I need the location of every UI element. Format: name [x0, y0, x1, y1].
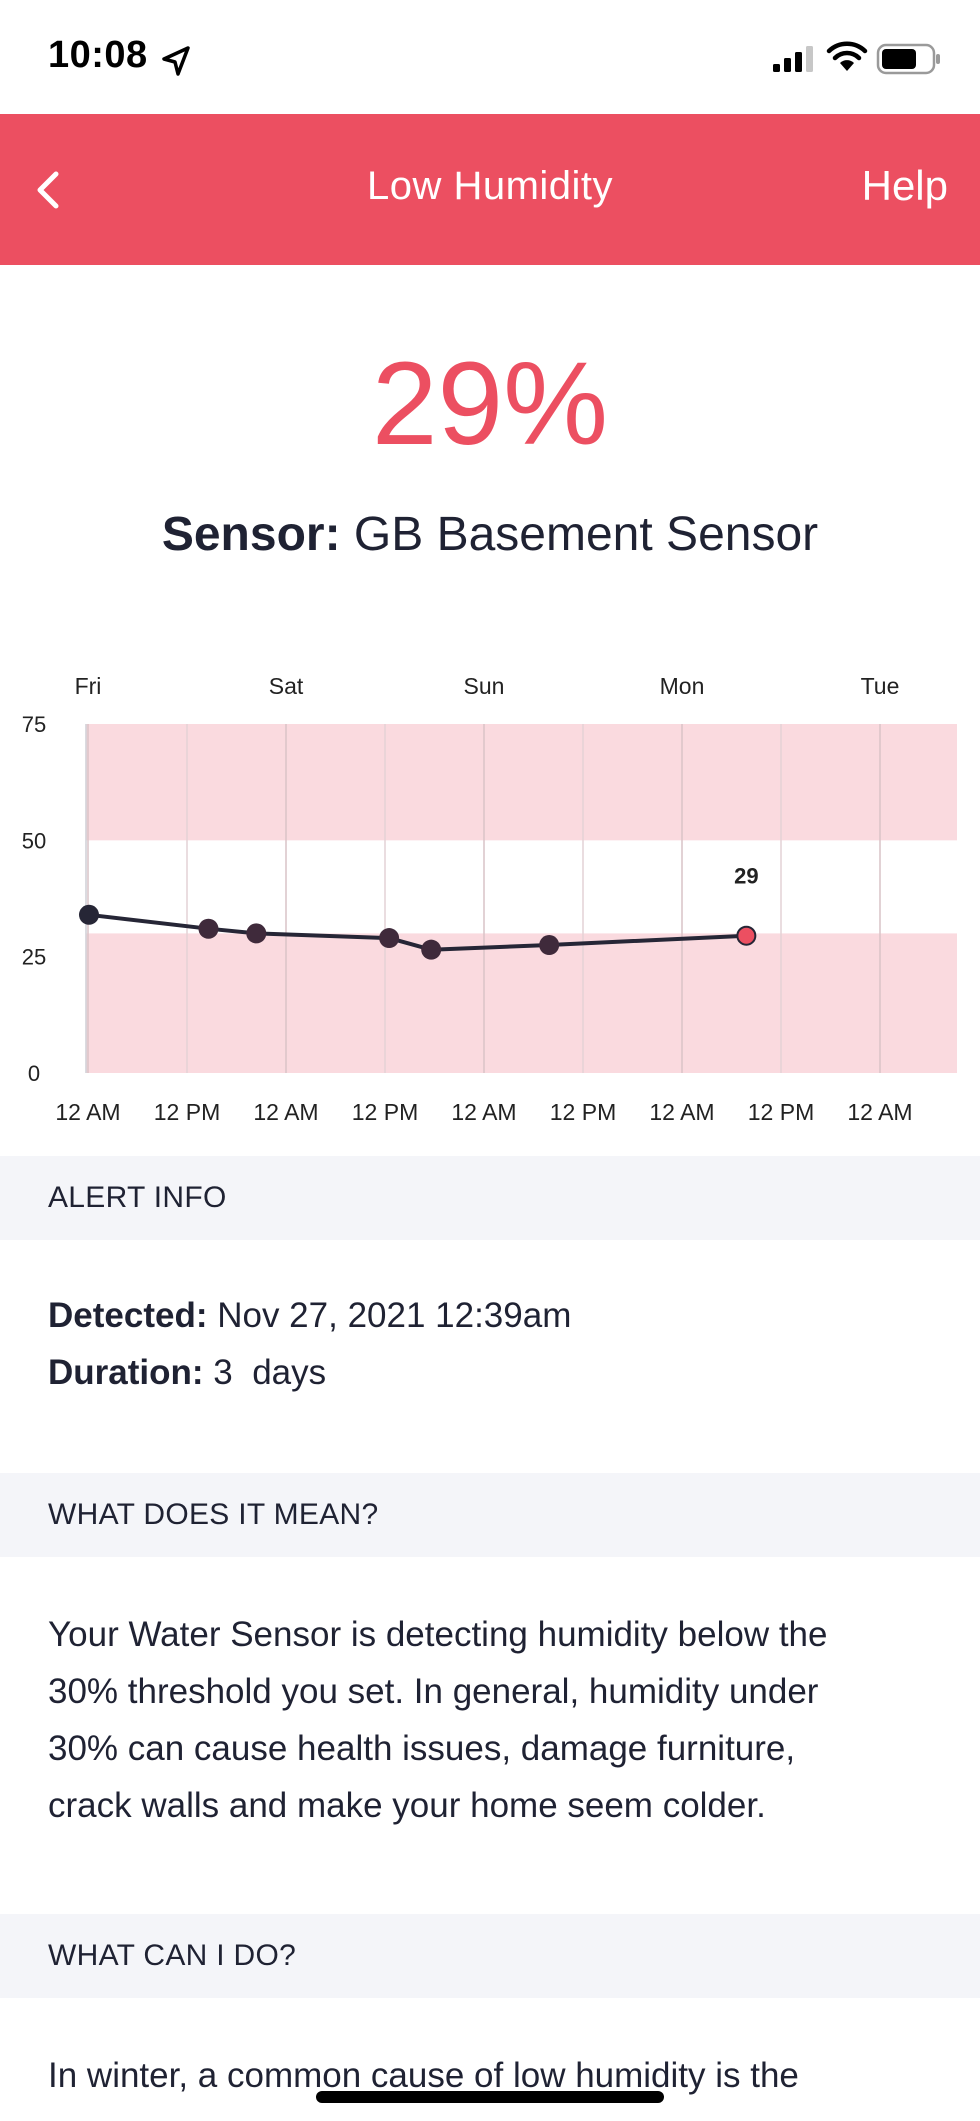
data-point [421, 939, 442, 960]
detected-label: Detected: [48, 1296, 208, 1335]
latest-point [736, 925, 757, 946]
y-tick-label: 25 [22, 945, 46, 970]
data-point [198, 918, 219, 939]
day-label: Mon [660, 673, 705, 699]
day-label: Tue [861, 673, 900, 699]
meaning-line: 30% can cause health issues, damage furn… [48, 1729, 796, 1768]
x-tick-label: 12 PM [154, 1099, 220, 1125]
meaning-header: WHAT DOES IT MEAN? [0, 1473, 980, 1557]
location-arrow-icon [162, 46, 190, 76]
y-tick-label: 50 [22, 828, 46, 853]
threshold-band [86, 933, 957, 1073]
status-time: 10:08 [48, 34, 148, 76]
x-tick-label: 12 PM [748, 1099, 814, 1125]
data-point [539, 935, 560, 956]
sensor-label: Sensor: [161, 508, 341, 561]
x-tick-label: 12 AM [649, 1099, 714, 1125]
duration-value: 3 days [213, 1353, 327, 1392]
x-tick-label: 12 AM [847, 1099, 912, 1125]
actions-line: In winter, a common cause of low humidit… [48, 2056, 799, 2095]
battery-icon [876, 43, 940, 75]
day-label: Sun [464, 673, 505, 699]
x-tick-label: 12 AM [451, 1099, 516, 1125]
data-point [78, 904, 99, 925]
sensor-name: GB Basement Sensor [353, 508, 819, 561]
home-indicator [316, 2091, 664, 2103]
x-tick-label: 12 AM [253, 1099, 318, 1125]
meaning-title: WHAT DOES IT MEAN? [48, 1498, 379, 1531]
humidity-reading: 29% [371, 338, 609, 470]
day-label: Fri [75, 673, 102, 699]
back-chevron-icon[interactable] [26, 158, 86, 222]
nav-bar: Low Humidity Help [0, 114, 980, 265]
x-tick-label: 12 PM [352, 1099, 418, 1125]
latest-value-label: 29 [734, 864, 758, 889]
actions-paragraph: In winter, a common cause of low humidit… [48, 2047, 938, 2104]
actions-header: WHAT CAN I DO? [0, 1914, 980, 1998]
x-tick-label: 12 AM [55, 1099, 120, 1125]
page-title: Low Humidity [366, 164, 614, 208]
duration-label: Duration: [48, 1353, 204, 1392]
threshold-band [86, 724, 957, 841]
status-bar: 10:08 [0, 0, 980, 114]
meaning-line: crack walls and make your home seem cold… [48, 1786, 766, 1825]
x-tick-label: 12 PM [550, 1099, 616, 1125]
meaning-paragraph: Your Water Sensor is detecting humidity … [48, 1606, 938, 1834]
meaning-line: Your Water Sensor is detecting humidity … [48, 1615, 828, 1654]
alert-info-header: ALERT INFO [0, 1156, 980, 1240]
detected-row: Detected: Nov 27, 2021 12:39am [48, 1296, 571, 1336]
data-point [246, 923, 267, 944]
data-point [379, 928, 400, 949]
alert-info-title: ALERT INFO [48, 1181, 227, 1214]
actions-title: WHAT CAN I DO? [48, 1939, 297, 1972]
y-tick-label: 75 [22, 712, 46, 737]
sensor-line: Sensor: GB Basement Sensor [0, 507, 980, 562]
cellular-signal-icon [773, 46, 813, 72]
duration-row: Duration: 3 days [48, 1353, 326, 1393]
wifi-icon [826, 41, 868, 71]
day-label: Sat [269, 673, 304, 699]
y-tick-label: 0 [28, 1061, 40, 1086]
help-button[interactable]: Help [861, 162, 948, 209]
humidity-chart: 0 25 50 75 Fri Sat Sun Mon Tue 12 AM 12 PM 12 AM 12 … [22, 673, 957, 1125]
meaning-line: 30% threshold you set. In general, humid… [48, 1672, 819, 1711]
detected-value: Nov 27, 2021 12:39am [217, 1296, 572, 1335]
